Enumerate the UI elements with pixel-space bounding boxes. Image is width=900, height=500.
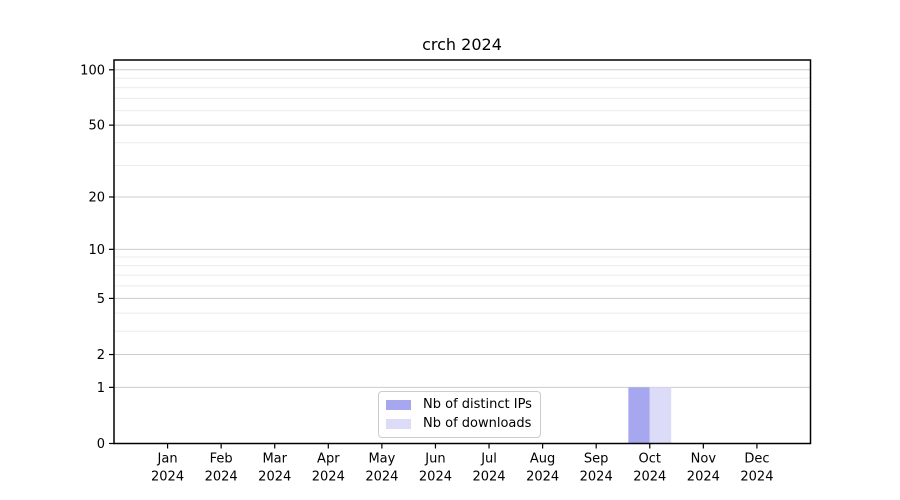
- x-tick-label-year: 2024: [580, 470, 613, 485]
- legend-label-downloads: Nb of downloads: [423, 416, 532, 431]
- x-tick-label-month: Jan: [157, 452, 178, 467]
- x-tick-label-year: 2024: [526, 470, 559, 485]
- y-tick-label: 5: [97, 292, 105, 307]
- x-tick-label-month: Feb: [210, 452, 233, 467]
- legend-item-downloads: Nb of downloads: [386, 416, 532, 432]
- legend: Nb of distinct IPs Nb of downloads: [378, 391, 541, 438]
- x-tick-label-month: Apr: [317, 452, 340, 467]
- x-tick-label-month: Sep: [584, 452, 609, 467]
- plot-frame: [113, 59, 812, 445]
- y-tick-label: 10: [88, 243, 105, 258]
- x-tick-label-year: 2024: [419, 470, 452, 485]
- x-tick-label-year: 2024: [472, 470, 505, 485]
- legend-swatch-distinct-ips: [386, 400, 411, 410]
- x-tick-label-year: 2024: [312, 470, 345, 485]
- x-tick-label-month: Jul: [480, 452, 497, 467]
- bar-nb-of-distinct-ips-oct: [628, 387, 650, 444]
- x-tick-label-year: 2024: [740, 470, 773, 485]
- x-tick-label-year: 2024: [365, 470, 398, 485]
- x-tick-label-month: Nov: [691, 452, 717, 467]
- y-tick-label: 1: [97, 381, 105, 396]
- x-tick-label-month: Aug: [530, 452, 555, 467]
- x-tick-label-month: Mar: [262, 452, 287, 467]
- x-tick-label-month: May: [368, 452, 395, 467]
- y-tick-label: 0: [97, 437, 105, 452]
- y-tick-label: 20: [88, 190, 105, 205]
- x-tick-label-year: 2024: [151, 470, 184, 485]
- x-tick-label-month: Dec: [744, 452, 769, 467]
- x-tick-label-month: Oct: [639, 452, 661, 467]
- legend-label-distinct-ips: Nb of distinct IPs: [423, 397, 532, 412]
- legend-item-distinct-ips: Nb of distinct IPs: [386, 397, 532, 413]
- bar-nb-of-downloads-oct: [649, 387, 672, 444]
- y-tick-label: 2: [97, 348, 105, 363]
- x-tick-label-year: 2024: [205, 470, 238, 485]
- y-tick-label: 100: [80, 63, 105, 78]
- chart-title: crch 2024: [422, 35, 502, 54]
- x-tick-label-year: 2024: [633, 470, 666, 485]
- x-tick-label-month: Jun: [424, 452, 445, 467]
- x-tick-label-year: 2024: [258, 470, 291, 485]
- legend-swatch-downloads: [386, 419, 411, 429]
- x-tick-label-year: 2024: [687, 470, 720, 485]
- y-tick-label: 50: [88, 119, 105, 134]
